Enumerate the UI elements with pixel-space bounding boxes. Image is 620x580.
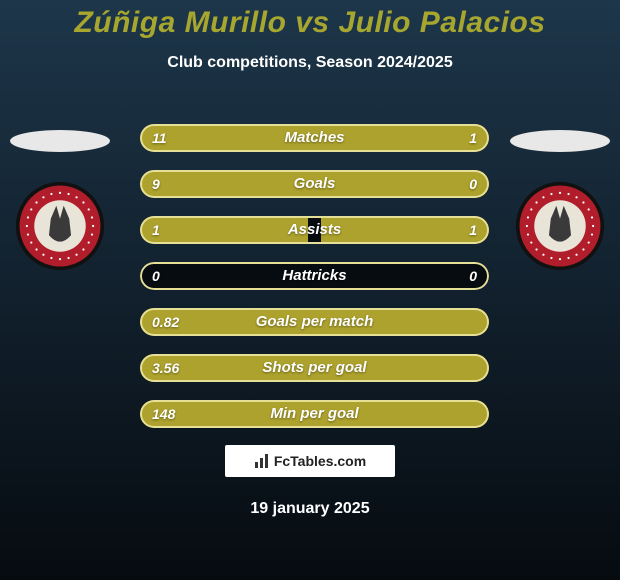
player-right-column [510, 130, 610, 272]
stat-value-right: 1 [469, 216, 477, 244]
stat-label: Goals [140, 170, 489, 198]
club-logo-right-icon [514, 180, 606, 272]
stat-label: Min per goal [140, 400, 489, 428]
stat-row: Assists1 1 [140, 216, 489, 244]
stat-value-left: 3.56 [152, 354, 179, 382]
footer-brand-text: FcTables.com [274, 453, 366, 469]
stat-value-right: 0 [469, 170, 477, 198]
player-left-column [10, 130, 110, 272]
page-background: Zúñiga Murillo vs Julio Palacios Club co… [0, 0, 620, 580]
chart-icon [254, 453, 270, 469]
stat-label: Goals per match [140, 308, 489, 336]
footer-date: 19 january 2025 [0, 500, 620, 518]
stat-value-left: 0 [152, 262, 160, 290]
page-title: Zúñiga Murillo vs Julio Palacios [0, 0, 620, 40]
stat-value-left: 148 [152, 400, 175, 428]
stat-value-right: 1 [469, 124, 477, 152]
club-logo-left-icon [14, 180, 106, 272]
stat-row: Shots per goal3.56 [140, 354, 489, 382]
stat-row: Hattricks0 0 [140, 262, 489, 290]
stat-value-left: 11 [152, 124, 167, 152]
page-subtitle: Club competitions, Season 2024/2025 [0, 54, 620, 72]
stat-row: Goals9 0 [140, 170, 489, 198]
player-right-ellipse-icon [510, 130, 610, 152]
player-left-ellipse-icon [10, 130, 110, 152]
stat-value-left: 0.82 [152, 308, 179, 336]
stat-row: Matches111 [140, 124, 489, 152]
stat-value-left: 1 [152, 216, 160, 244]
stat-label: Hattricks [140, 262, 489, 290]
stat-value-left: 9 [152, 170, 160, 198]
stat-label: Shots per goal [140, 354, 489, 382]
footer-brand: FcTables.com [225, 445, 395, 477]
stat-value-right: 0 [469, 262, 477, 290]
stat-label: Assists [140, 216, 489, 244]
stat-label: Matches [140, 124, 489, 152]
stat-row: Min per goal148 [140, 400, 489, 428]
comparison-chart: Matches111Goals90Assists11Hattricks00Goa… [140, 124, 489, 446]
stat-row: Goals per match0.82 [140, 308, 489, 336]
